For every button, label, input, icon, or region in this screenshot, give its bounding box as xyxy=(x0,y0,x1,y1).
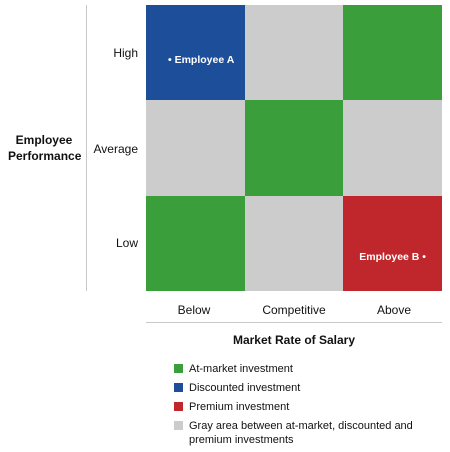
legend: At-market investment Discounted investme… xyxy=(174,362,444,452)
y-axis-divider xyxy=(86,5,87,291)
x-axis-divider xyxy=(146,322,442,323)
legend-item-gray: Gray area between at-market, discounted … xyxy=(174,419,444,447)
heatmap-cell-average-below xyxy=(146,100,245,196)
y-tick-high: High xyxy=(113,46,138,60)
legend-item-at-market: At-market investment xyxy=(174,362,444,376)
legend-swatch-discounted xyxy=(174,383,183,392)
heatmap-cell-low-above: Employee B • xyxy=(343,195,442,291)
legend-label-gray: Gray area between at-market, discounted … xyxy=(189,420,413,446)
legend-label-at-market: At-market investment xyxy=(189,363,293,375)
x-tick-below: Below xyxy=(177,303,211,317)
heatmap-cell-average-above xyxy=(343,100,442,196)
legend-swatch-premium xyxy=(174,402,183,411)
x-tick-above: Above xyxy=(376,303,412,317)
y-tick-average: Average xyxy=(93,142,138,156)
x-tick-competitive: Competitive xyxy=(262,303,326,317)
heatmap-cell-average-competitive xyxy=(244,100,344,196)
y-tick-low: Low xyxy=(115,236,138,250)
legend-item-discounted: Discounted investment xyxy=(174,381,444,395)
heatmap-cell-high-above xyxy=(343,5,442,101)
heatmap-cell-low-competitive xyxy=(244,195,344,291)
legend-item-premium: Premium investment xyxy=(174,400,444,414)
x-axis-title: Market Rate of Salary xyxy=(232,333,356,347)
heatmap-cell-high-below: • Employee A xyxy=(146,5,245,101)
legend-label-discounted: Discounted investment xyxy=(189,382,301,394)
legend-swatch-at-market xyxy=(174,364,183,373)
legend-swatch-gray xyxy=(174,421,183,430)
heatmap-cell-low-below xyxy=(146,195,245,291)
legend-label-premium: Premium investment xyxy=(189,401,290,413)
heatmap-grid: • Employee A Employee B • xyxy=(146,5,442,291)
cell-label: Employee B • xyxy=(359,250,426,263)
heatmap-cell-high-competitive xyxy=(244,5,344,101)
y-axis-title: Employee Performance xyxy=(8,133,82,163)
cell-label: • Employee A xyxy=(168,54,235,66)
